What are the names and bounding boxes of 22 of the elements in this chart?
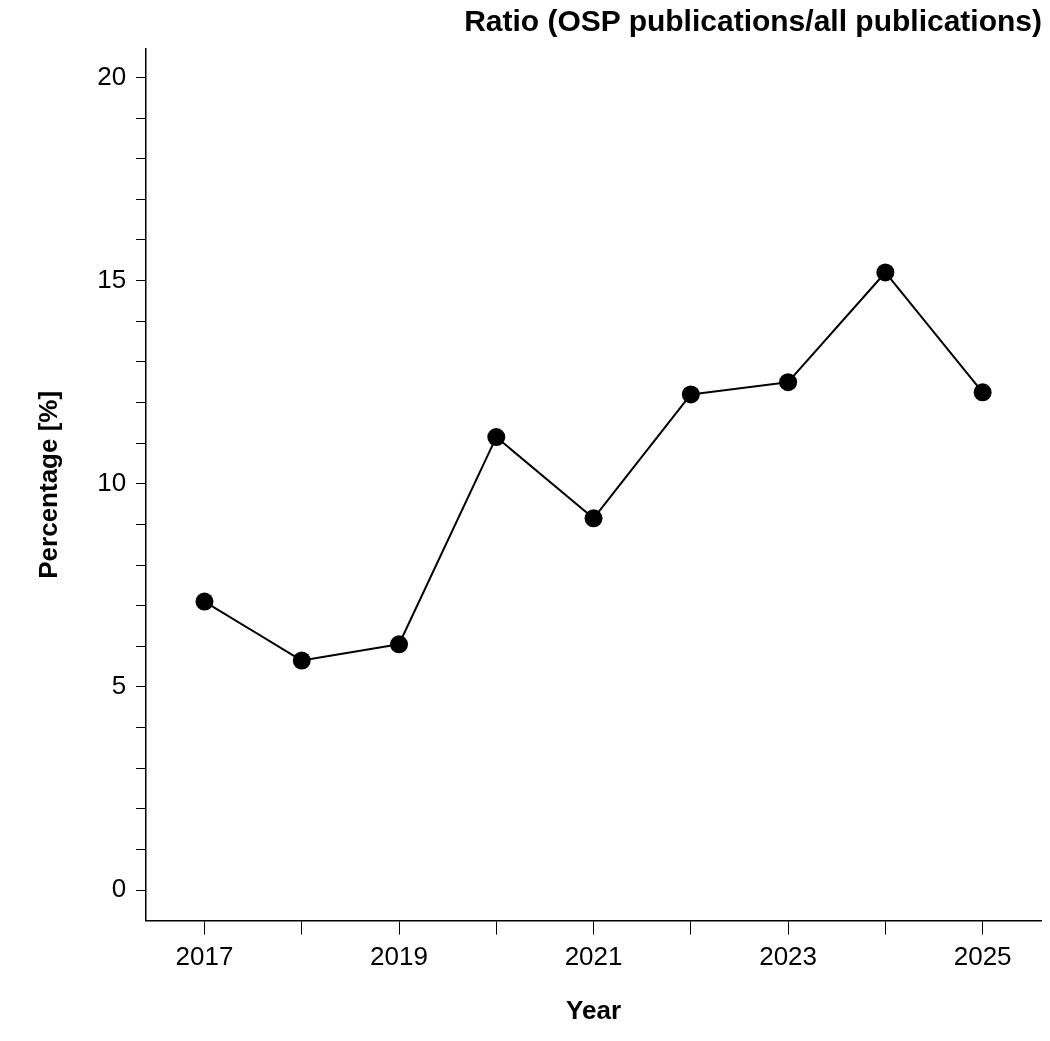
y-axis-title: Percentage [%]: [32, 390, 63, 579]
point: [292, 651, 311, 670]
point: [681, 385, 700, 404]
point: [779, 373, 798, 392]
x-tick-label: 2025: [953, 941, 1012, 972]
y-tick-label: 10: [97, 466, 127, 497]
x-tick-label: 2023: [759, 941, 818, 972]
x-tick-label: 2019: [370, 941, 428, 972]
point: [876, 263, 895, 282]
chart-title: Ratio (OSP publications/all publications): [464, 4, 1042, 38]
x-tick-label: 2017: [175, 941, 234, 972]
y-tick-label: 0: [111, 873, 127, 904]
y-tick-label: 5: [111, 670, 127, 701]
point: [487, 428, 506, 447]
point: [584, 509, 603, 528]
point: [195, 592, 214, 611]
x-tick-label: 2021: [564, 941, 623, 972]
x-axis-title: Year: [566, 994, 622, 1025]
point: [973, 383, 992, 402]
y-tick-label: 15: [97, 263, 127, 294]
y-tick-label: 20: [97, 60, 127, 91]
point: [390, 635, 409, 654]
